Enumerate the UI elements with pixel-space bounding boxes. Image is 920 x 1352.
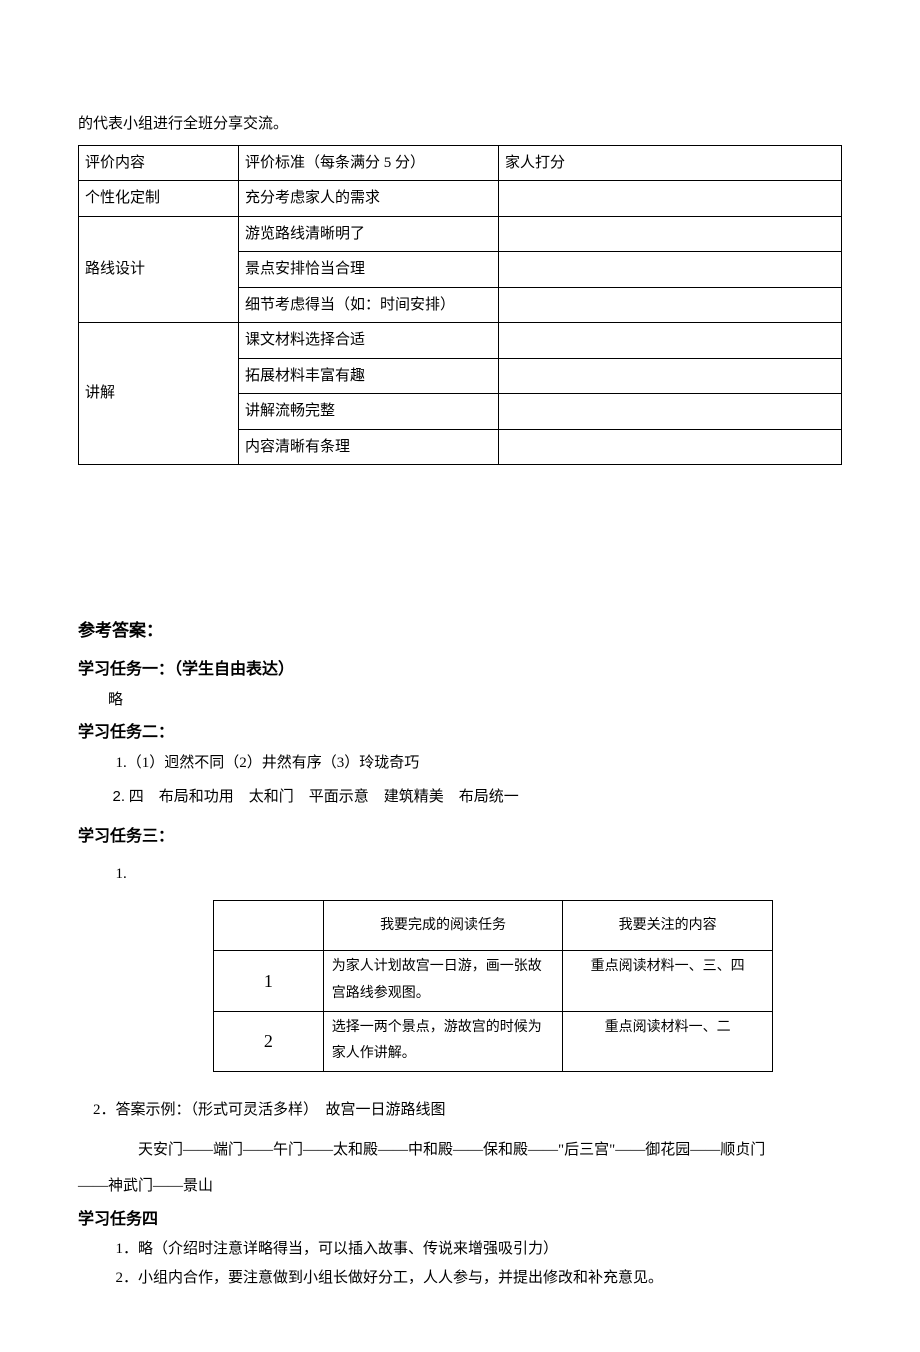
rubric-score-cell [499,394,842,430]
task2-line2-num: 2. [113,788,126,805]
rubric-standard-cell: 游览路线清晰明了 [239,216,499,252]
rubric-score-cell [499,358,842,394]
rubric-content-cell: 讲解 [79,323,239,465]
rubric-score-cell [499,181,842,217]
rubric-standard-cell: 景点安排恰当合理 [239,252,499,288]
task3-heading: 学习任务三： [78,822,842,852]
rubric-standard-cell: 细节考虑得当（如：时间安排） [239,287,499,323]
task2-line2-body: 四 布局和功用 太和门 平面示意 建筑精美 布局统一 [125,789,519,805]
task1-body: 略 [78,686,842,715]
rubric-content-cell: 个性化定制 [79,181,239,217]
task3-row-focus: 重点阅读材料一、二 [563,1011,773,1071]
rubric-standard-cell: 课文材料选择合适 [239,323,499,359]
task3-row-num: 2 [214,1011,324,1071]
rubric-row: 个性化定制 充分考虑家人的需求 [79,181,842,217]
task1-heading: 学习任务一：（学生自由表达） [78,655,842,685]
task3-row-task: 选择一两个景点，游故宫的时候为家人作讲解。 [323,1011,563,1071]
rubric-standard-cell: 内容清晰有条理 [239,429,499,465]
rubric-score-cell [499,287,842,323]
task3-table: 我要完成的阅读任务 我要关注的内容 1 为家人计划故宫一日游，画一张故宫路线参观… [213,900,773,1071]
task2-line2: 2. 四 布局和功用 太和门 平面示意 建筑精美 布局统一 [78,783,842,812]
rubric-header-score: 家人打分 [499,145,842,181]
task3-route-cont: ——神武门——景山 [78,1172,842,1201]
rubric-score-cell [499,323,842,359]
rubric-header-standard: 评价标准（每条满分 5 分） [239,145,499,181]
task3-row-task: 为家人计划故宫一日游，画一张故宫路线参观图。 [323,951,563,1011]
rubric-row: 路线设计 游览路线清晰明了 [79,216,842,252]
rubric-table: 评价内容 评价标准（每条满分 5 分） 家人打分 个性化定制 充分考虑家人的需求… [78,145,842,466]
rubric-standard-cell: 充分考虑家人的需求 [239,181,499,217]
task3-num1: 1. [78,860,842,889]
task3-route-main: 天安门——端门——午门——太和殿——中和殿——保和殿——"后三宫"——御花园——… [78,1132,842,1168]
rubric-score-cell [499,216,842,252]
task4-line1: 1．略（介绍时注意详略得当，可以插入故事、传说来增强吸引力） [78,1235,842,1264]
rubric-score-cell [499,429,842,465]
task3-header-row: 我要完成的阅读任务 我要关注的内容 [214,901,773,951]
task4-line2: 2．小组内合作，要注意做到小组长做好分工，人人参与，并提出修改和补充意见。 [78,1264,842,1293]
rubric-score-cell [499,252,842,288]
task2-line1: 1.（1）迥然不同（2）井然有序（3）玲珑奇巧 [78,749,842,778]
answers-heading: 参考答案： [78,615,842,647]
task3-row-focus: 重点阅读材料一、三、四 [563,951,773,1011]
rubric-standard-cell: 讲解流畅完整 [239,394,499,430]
task2-heading: 学习任务二： [78,718,842,748]
rubric-header-content: 评价内容 [79,145,239,181]
rubric-content-cell: 路线设计 [79,216,239,323]
task3-row-num: 1 [214,951,324,1011]
rubric-standard-cell: 拓展材料丰富有趣 [239,358,499,394]
task3-header-empty [214,901,324,951]
rubric-row: 讲解 课文材料选择合适 [79,323,842,359]
task4-heading: 学习任务四 [78,1205,842,1235]
task3-row: 2 选择一两个景点，游故宫的时候为家人作讲解。 重点阅读材料一、二 [214,1011,773,1071]
rubric-header-row: 评价内容 评价标准（每条满分 5 分） 家人打分 [79,145,842,181]
intro-text: 的代表小组进行全班分享交流。 [78,110,842,139]
task3-answer2-intro: 2．答案示例：（形式可灵活多样） 故宫一日游路线图 [78,1096,842,1125]
task3-row: 1 为家人计划故宫一日游，画一张故宫路线参观图。 重点阅读材料一、三、四 [214,951,773,1011]
task3-header-task: 我要完成的阅读任务 [323,901,563,951]
task3-header-focus: 我要关注的内容 [563,901,773,951]
